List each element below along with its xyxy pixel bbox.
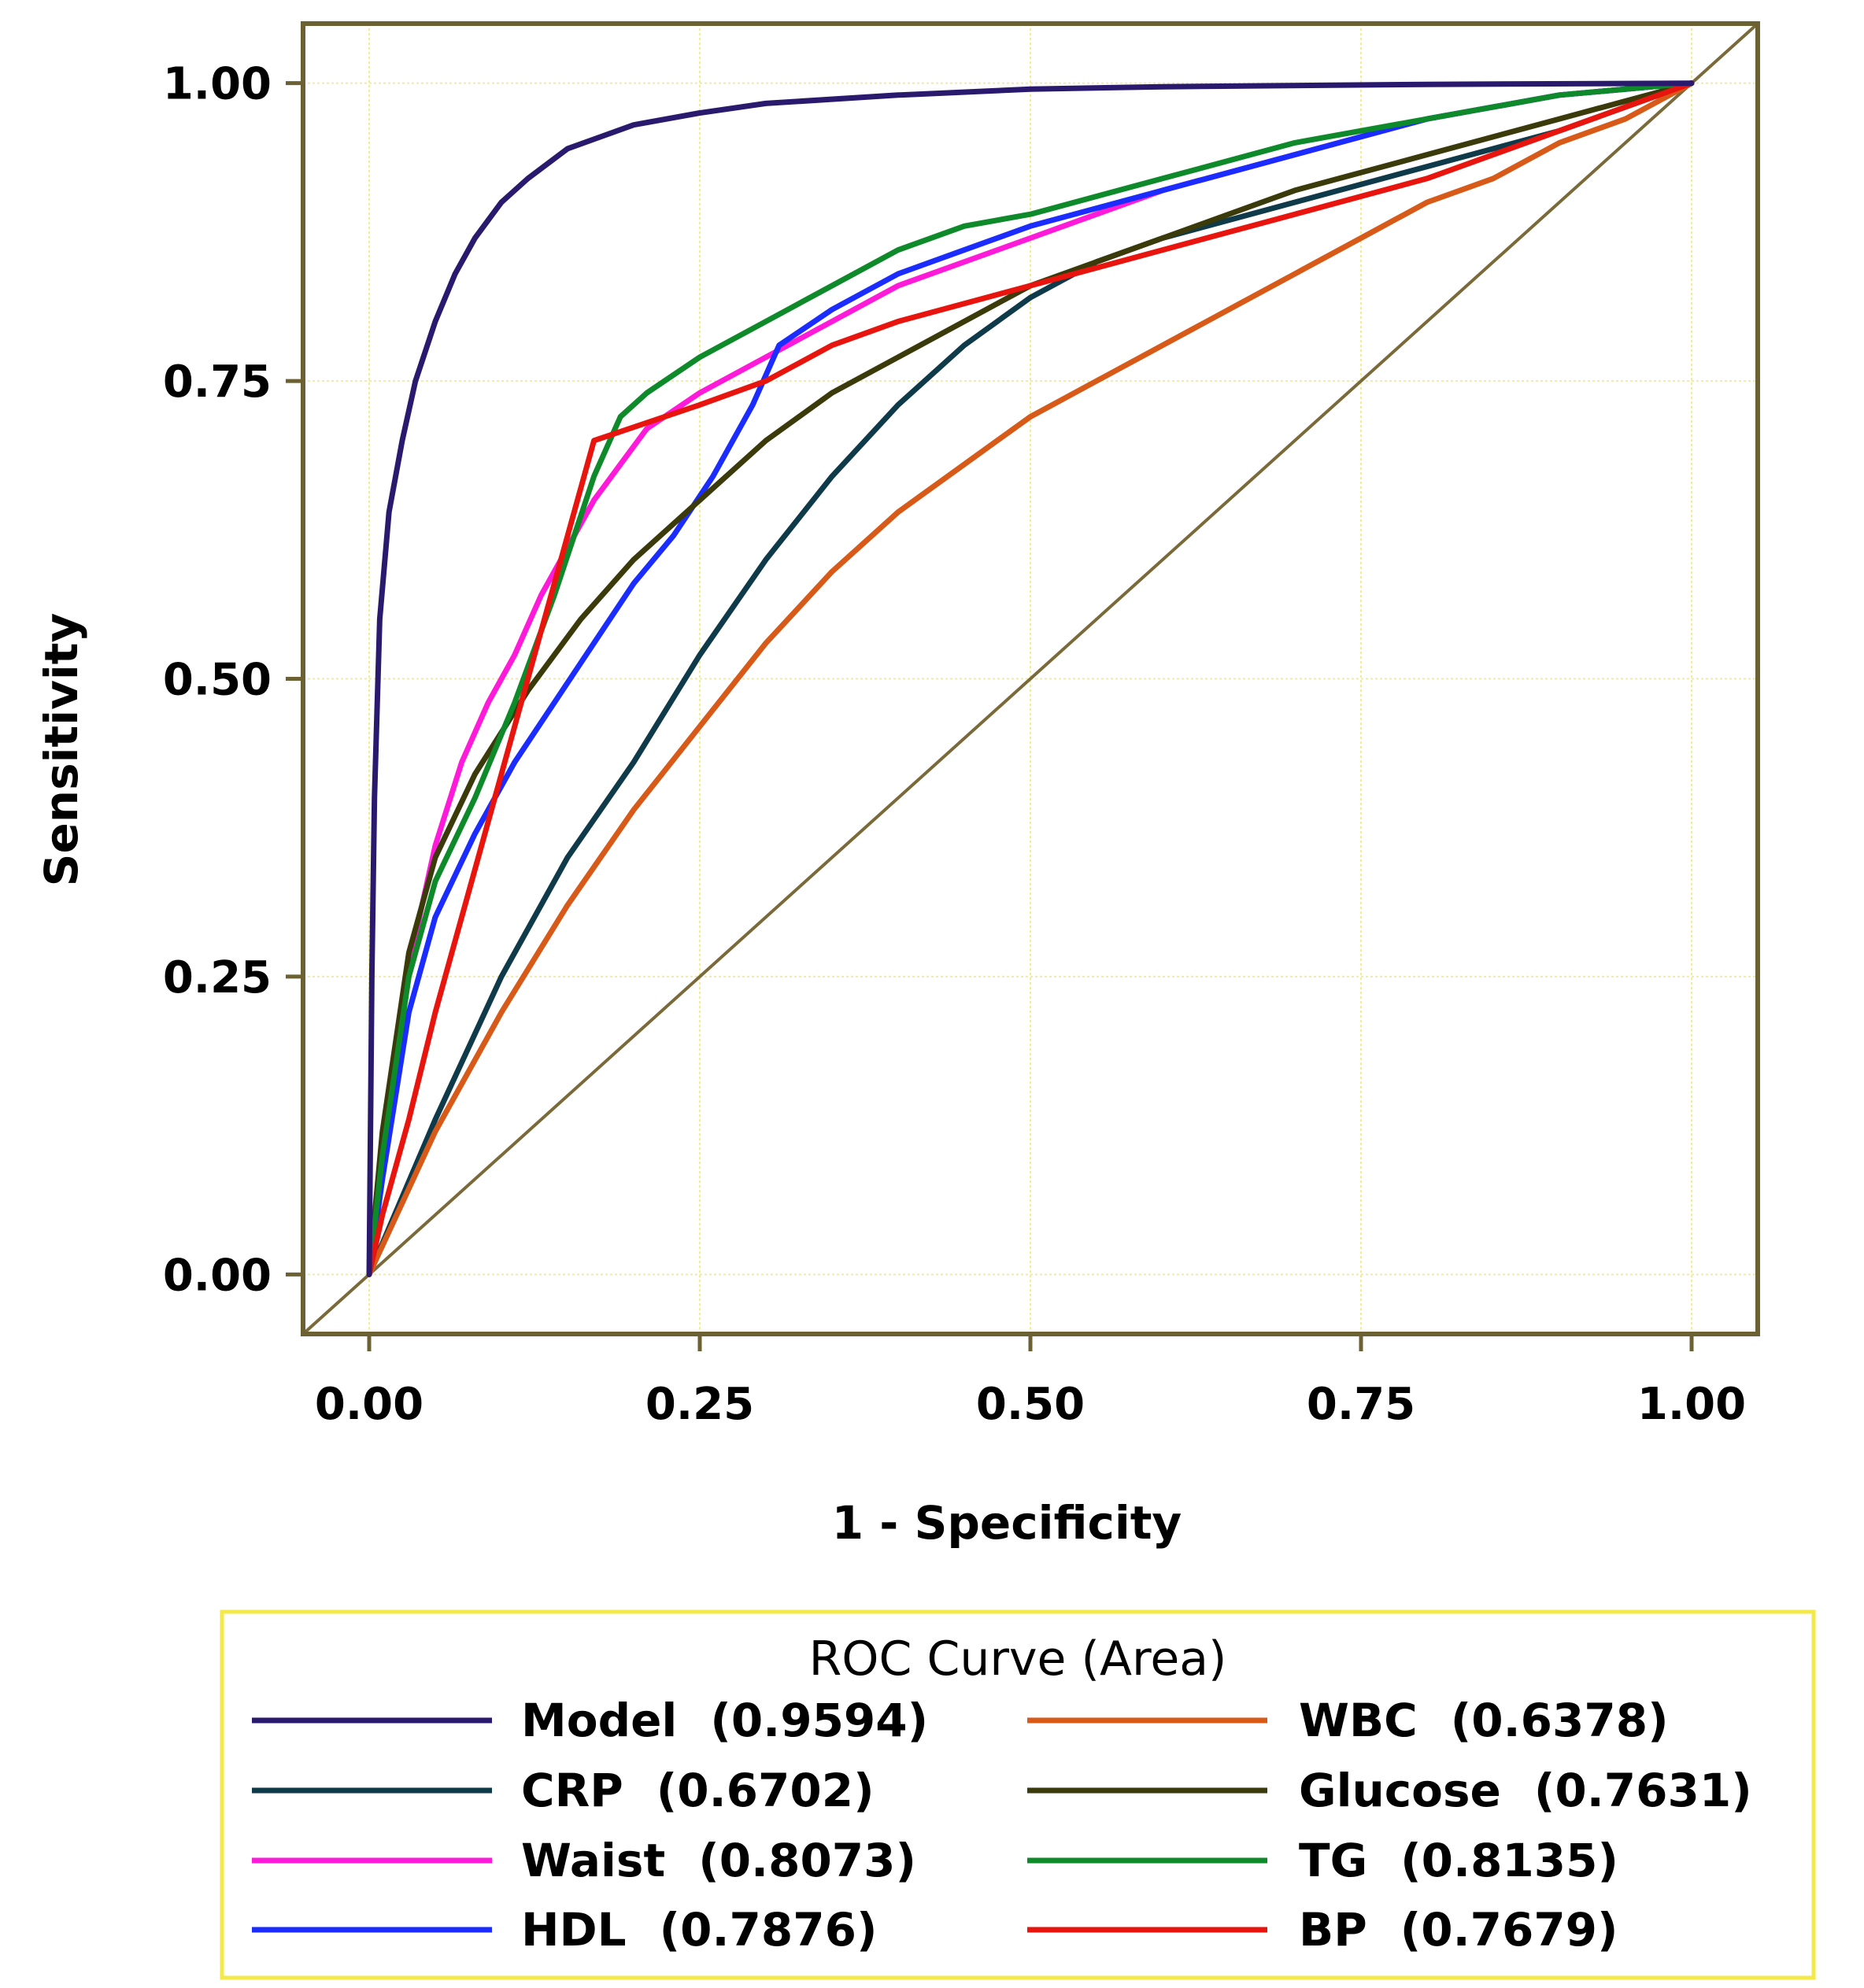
legend-item-waist: Waist (0.8073): [252, 1834, 916, 1887]
legend-series-name: BP: [1299, 1903, 1367, 1957]
legend-item-crp: CRP (0.6702): [252, 1764, 875, 1817]
x-tick-label-4: 1.00: [1637, 1379, 1746, 1430]
curve-model: [366, 80, 1695, 1277]
legend-series-name: Model: [521, 1694, 677, 1747]
x-tick-label-0: 0.00: [315, 1379, 423, 1430]
curve-hdl: [366, 80, 1695, 1277]
legend-label-crp: CRP (0.6702): [521, 1764, 875, 1817]
legend-series-auc: (0.6378): [1451, 1694, 1669, 1747]
legend-series-auc: (0.6702): [656, 1764, 875, 1817]
legend: ROC Curve (Area) Model (0.9594) CRP (0.6702…: [220, 1609, 1816, 1980]
legend-series-auc: (0.7631): [1534, 1764, 1752, 1817]
legend-label-tg: TG (0.8135): [1299, 1834, 1618, 1887]
legend-label-hdl: HDL (0.7876): [521, 1903, 878, 1957]
legend-label-wbc: WBC (0.6378): [1299, 1694, 1669, 1747]
legend-series-auc: (0.9594): [710, 1694, 928, 1747]
legend-series-auc: (0.7679): [1400, 1903, 1618, 1957]
curve-glucose: [366, 80, 1695, 1277]
x-tick-label-3: 0.75: [1307, 1379, 1415, 1430]
legend-label-bp: BP (0.7679): [1299, 1903, 1618, 1957]
y-tick-label-2: 0.50: [163, 655, 272, 706]
y-tick-label-4: 1.00: [163, 59, 272, 110]
legend-series-auc: (0.8135): [1400, 1834, 1618, 1887]
roc-curves: [366, 80, 1695, 1277]
legend-item-hdl: HDL (0.7876): [252, 1903, 878, 1957]
legend-series-name: CRP: [521, 1764, 623, 1817]
legend-item-model: Model (0.9594): [252, 1694, 928, 1747]
legend-item-glucose: Glucose (0.7631): [1027, 1764, 1752, 1817]
axis-ticks: 0.00 0.25 0.50 0.75 1.00 0.00 0.25 0.50 0.75 1.00: [163, 59, 1746, 1430]
y-tick-label-0: 0.00: [163, 1250, 272, 1301]
legend-series-auc: (0.7876): [660, 1903, 878, 1957]
legend-item-bp: BP (0.7679): [1027, 1903, 1618, 1957]
legend-series-name: HDL: [521, 1903, 627, 1957]
y-tick-label-1: 0.25: [163, 952, 272, 1003]
y-axis-title: Sensitivity: [35, 613, 88, 887]
x-tick-label-1: 0.25: [645, 1379, 754, 1430]
curve-crp: [366, 80, 1695, 1277]
legend-title: ROC Curve (Area): [809, 1631, 1227, 1687]
legend-box: [220, 1609, 1816, 1980]
legend-item-wbc: WBC (0.6378): [1027, 1694, 1669, 1747]
legend-label-model: Model (0.9594): [521, 1694, 928, 1747]
legend-items: Model (0.9594) CRP (0.6702) Waist (0.8073) HDL…: [252, 1694, 1752, 1957]
legend-item-tg: TG (0.8135): [1027, 1834, 1618, 1887]
legend-series-auc: (0.8073): [698, 1834, 916, 1887]
legend-label-waist: Waist (0.8073): [521, 1834, 916, 1887]
x-tick-label-2: 0.50: [976, 1379, 1085, 1430]
y-tick-label-3: 0.75: [163, 357, 272, 408]
legend-label-glucose: Glucose (0.7631): [1299, 1764, 1752, 1817]
legend-series-name: TG: [1299, 1834, 1367, 1887]
x-axis-title: 1 - Specificity: [832, 1496, 1182, 1550]
legend-series-name: WBC: [1299, 1694, 1418, 1747]
reference-diagonal: [301, 22, 1759, 1336]
curve-wbc: [366, 80, 1695, 1277]
curve-bp: [366, 80, 1695, 1277]
diagonal-line: [301, 22, 1759, 1336]
curve-tg: [366, 80, 1695, 1277]
legend-series-name: Glucose: [1299, 1764, 1501, 1817]
legend-series-name: Waist: [521, 1834, 665, 1887]
